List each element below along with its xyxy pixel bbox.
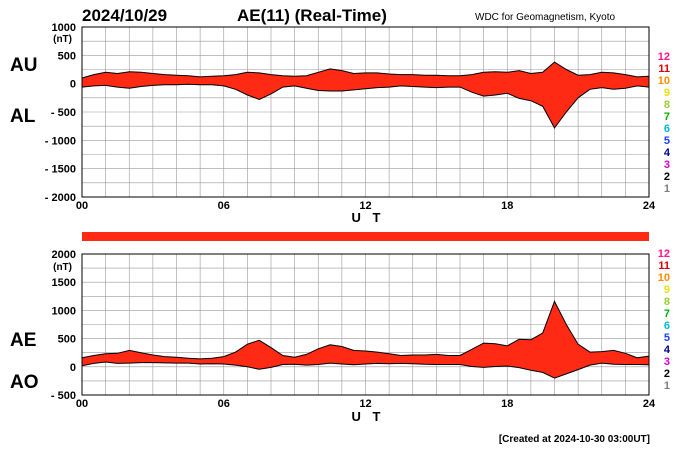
x-tick-label: 24 (643, 398, 656, 410)
plot-date: 2024/10/29 (82, 6, 167, 25)
y-tick-label: 1000 (52, 22, 76, 34)
x-axis-label: U T (352, 210, 385, 225)
ae-label: AE (10, 330, 36, 351)
legend-entry: 1 (664, 380, 670, 392)
legend-entry: 12 (658, 248, 670, 260)
grid (81, 253, 650, 396)
plot-frame (81, 253, 650, 396)
y-tick-label: 1500 (52, 277, 76, 289)
series-line-ao (81, 361, 650, 379)
y-tick-label: - 1000 (45, 135, 76, 147)
legend-entry: 3 (664, 356, 670, 368)
created-timestamp: [Created at 2024-10-30 03:00UT] (499, 434, 650, 445)
legend-entry: 10 (658, 75, 670, 87)
series-band-fill (82, 62, 649, 128)
legend-entry: 10 (658, 272, 670, 284)
x-tick-label: 00 (76, 200, 88, 212)
y-tick-label: - 500 (51, 107, 76, 119)
plot-title: AE(11) (Real-Time) (237, 6, 387, 25)
x-tick-label: 18 (501, 200, 513, 212)
x-tick-label: 18 (501, 398, 513, 410)
legend-entry: 8 (664, 296, 670, 308)
legend-entry: 5 (664, 332, 670, 344)
legend-entry: 7 (664, 111, 670, 123)
unit-label: (nT) (53, 34, 72, 45)
separator-bar (82, 232, 649, 241)
data-source: WDC for Geomagnetism, Kyoto (475, 12, 615, 23)
series-band-fill (82, 301, 649, 379)
legend-entry: 6 (664, 320, 670, 332)
x-tick-label: 24 (643, 200, 656, 212)
legend-entry: 2 (664, 171, 670, 183)
legend-entry: 6 (664, 123, 670, 135)
legend-entry: 11 (658, 260, 670, 272)
legend-entry: 11 (658, 63, 670, 75)
plot-frame (81, 26, 650, 198)
ao-label: AO (10, 372, 39, 393)
legend-entry: 3 (664, 159, 670, 171)
legend-entry: 1 (664, 183, 670, 195)
y-tick-label: 500 (58, 50, 76, 62)
x-tick-label: 06 (218, 398, 230, 410)
legend-entry: 4 (664, 344, 671, 356)
legend-entry: 5 (664, 135, 670, 147)
au-label: AU (10, 55, 37, 76)
y-tick-label: - 2000 (45, 192, 76, 204)
series-line-al (81, 83, 650, 129)
unit-label: (nT) (53, 262, 72, 273)
legend-entry: 2 (664, 368, 670, 380)
y-tick-label: - 500 (51, 390, 76, 402)
legend-entry: 7 (664, 308, 670, 320)
y-tick-label: 500 (58, 334, 76, 346)
x-tick-label: 00 (76, 398, 88, 410)
y-tick-label: 1000 (52, 305, 76, 317)
series-line-au (81, 61, 650, 79)
legend-entry: 4 (664, 147, 671, 159)
legend-entry: 9 (664, 284, 670, 296)
al-label: AL (10, 106, 36, 127)
x-tick-label: 12 (359, 398, 371, 410)
x-tick-label: 06 (218, 200, 230, 212)
series-line-ae (81, 300, 650, 360)
legend-entry: 12 (658, 51, 670, 63)
legend-entry: 8 (664, 99, 670, 111)
legend-entry: 9 (664, 87, 670, 99)
x-axis-label: U T (352, 409, 385, 424)
x-tick-label: 12 (359, 200, 371, 212)
y-tick-label: 2000 (52, 249, 76, 261)
y-tick-label: 0 (70, 362, 76, 374)
y-tick-label: - 1500 (45, 164, 76, 176)
y-tick-label: 0 (70, 79, 76, 91)
